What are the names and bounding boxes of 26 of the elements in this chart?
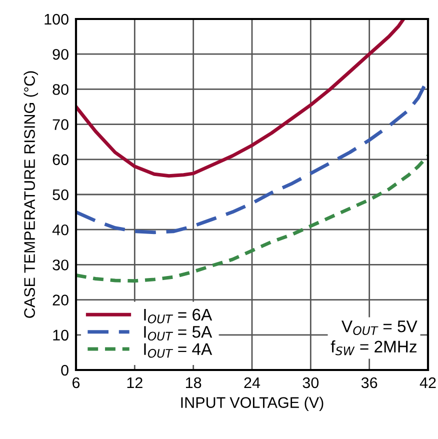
y-tick-label: 90: [52, 48, 68, 60]
y-tick-label: 0: [61, 364, 68, 376]
y-tick-label: 20: [52, 294, 68, 306]
y-tick-label: 10: [53, 330, 68, 341]
line-series: [76, 19, 406, 178]
text: V$_{OUT}$ = 5V f$_{SW}$ = 2MHz: [330, 320, 418, 356]
y-tick-label: 80: [52, 84, 68, 95]
line-series: [76, 154, 428, 283]
x-tick-label: 18: [186, 377, 202, 388]
x-axis-title: INPUT VOLTAGE (V): [181, 396, 324, 411]
y-axis-title: CASE TEMPERATURE RISING (°C): [24, 71, 38, 318]
y-tick-label: 30: [52, 260, 68, 270]
x-tick-label: 12: [127, 377, 142, 388]
y-tick-label: 70: [52, 119, 68, 130]
y-tick-label: 100: [44, 14, 68, 25]
y-tick-label: 60: [52, 154, 68, 166]
legend-label: I$_{OUT}$ = 4A: [144, 343, 212, 358]
x-tick-label: 30: [302, 377, 319, 388]
y-tick-label: 40: [52, 224, 68, 236]
x-tick-label: 24: [244, 377, 260, 388]
y-tick-label: 50: [52, 189, 68, 200]
x-tick-label: 42: [420, 377, 436, 388]
x-tick-label: 36: [361, 377, 378, 388]
x-tick-label: 6: [72, 377, 80, 388]
legend-label: I$_{OUT}$ = 5A: [144, 326, 212, 341]
legend-label: I$_{OUT}$ = 6A: [144, 308, 212, 324]
